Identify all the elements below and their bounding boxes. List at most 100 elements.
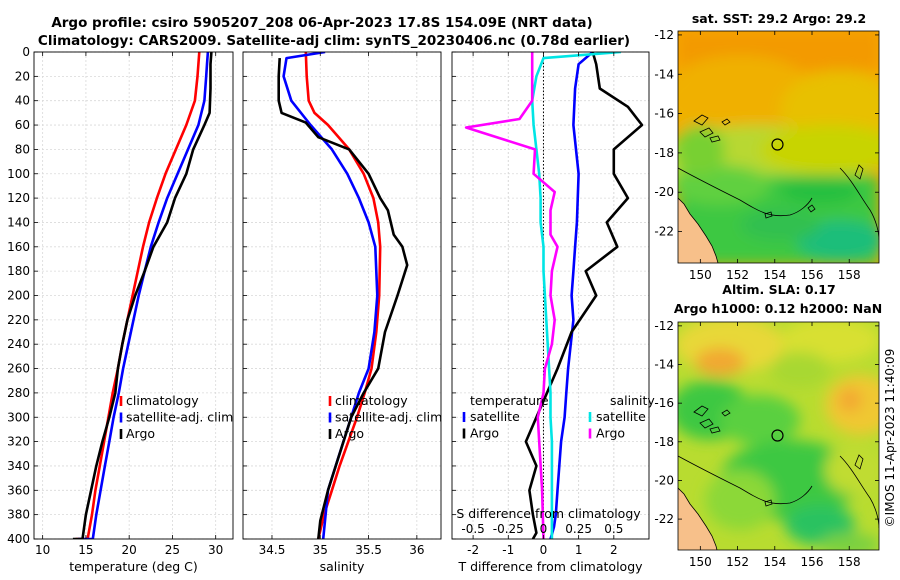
x-tick-label: 34.5 xyxy=(259,543,286,557)
series-line-argo xyxy=(277,58,409,539)
y-tick-label: 300 xyxy=(7,410,30,424)
map-y-tick-label: -22 xyxy=(654,225,674,239)
x-tick-label: 30 xyxy=(208,543,223,557)
legend-label: satellite-adj. clim xyxy=(126,410,233,425)
x-axis-label: temperature (deg C) xyxy=(69,559,198,574)
x2-tick-label: -0.5 xyxy=(461,522,484,536)
argo-position-marker xyxy=(771,138,784,151)
series-group xyxy=(72,52,213,539)
y-tick-label: 120 xyxy=(7,191,30,205)
map-x-tick-label: 150 xyxy=(689,268,712,282)
imos-credit: ©IMOS 11-Apr-2023 11:40:09 xyxy=(883,349,897,528)
map-y-tick-label: -22 xyxy=(654,512,674,526)
x-tick-label: -2 xyxy=(467,543,479,557)
series-group xyxy=(464,52,644,539)
map-y-tick-label: -16 xyxy=(654,396,674,410)
y-tick-label: 40 xyxy=(15,94,30,108)
map-x-tick-label: 150 xyxy=(689,555,712,569)
legend-label: climatology xyxy=(126,393,199,408)
x-tick-label: 2 xyxy=(610,543,618,557)
y-tick-label: 400 xyxy=(7,532,30,546)
legend-title-salinity: salinity xyxy=(610,393,655,408)
figure-title-line1: Argo profile: csiro 5905207_208 06-Apr-2… xyxy=(51,15,592,31)
legend-label: satellite-adj. clim xyxy=(335,410,442,425)
y-tick-label: 60 xyxy=(15,118,30,132)
y-tick-label: 160 xyxy=(7,240,30,254)
y-tick-label: 20 xyxy=(15,69,30,83)
x-tick-label: 1 xyxy=(575,543,583,557)
map-x-tick-label: 152 xyxy=(726,555,749,569)
legend-label: satellite xyxy=(470,409,520,424)
map-y-tick-label: -14 xyxy=(654,358,674,372)
y-tick-label: 140 xyxy=(7,215,30,229)
legend-label: climatology xyxy=(335,393,408,408)
y-tick-label: 0 xyxy=(22,45,30,59)
map-x-tick-label: 156 xyxy=(801,555,824,569)
land-patch-2 xyxy=(678,488,717,550)
legend-label: Argo xyxy=(126,426,155,441)
series-line-argo xyxy=(72,52,213,539)
y-tick-label: 100 xyxy=(7,167,30,181)
series-line-s-satellite xyxy=(530,52,622,539)
figure-title-line2: Climatology: CARS2009. Satellite-adj cli… xyxy=(38,33,630,49)
salinity-profile-panel: 34.5 35 35.5 36 salinity climatology satellite… xyxy=(242,51,442,574)
sla-map-title-line1: Altim. SLA: 0.17 xyxy=(722,282,835,297)
map-x-tick-label: 158 xyxy=(838,268,861,282)
map-x-tick-label: 158 xyxy=(838,555,861,569)
x2-axis-label: S difference from climatology xyxy=(456,506,641,521)
sst-map-title: sat. SST: 29.2 Argo: 29.2 xyxy=(692,11,866,26)
land-patch xyxy=(678,198,718,263)
x-tick-label: 15 xyxy=(78,543,93,557)
map-y-tick-label: -16 xyxy=(654,107,674,121)
x2-tick-label: 0.25 xyxy=(565,522,592,536)
x-tick-label: 35 xyxy=(313,543,328,557)
map-x-tick-label: 154 xyxy=(763,555,786,569)
map-x-tick-label: 152 xyxy=(726,268,749,282)
legend-label: Argo xyxy=(596,426,625,441)
y-tick-label: 240 xyxy=(7,337,30,351)
legend-label: satellite xyxy=(596,409,646,424)
x-tick-label: 10 xyxy=(35,543,50,557)
y-tick-label: 200 xyxy=(7,289,30,303)
map-y-tick-label: -18 xyxy=(654,146,674,160)
series-group xyxy=(277,52,409,539)
y-tick-label: 80 xyxy=(15,142,30,156)
x-axis-label: salinity xyxy=(320,559,365,574)
x-tick-label: -1 xyxy=(502,543,514,557)
map-y-tick-label: -14 xyxy=(654,67,674,81)
x2-tick-label: -0.25 xyxy=(493,522,524,536)
y-tick-label: 280 xyxy=(7,386,30,400)
x-tick-label: 20 xyxy=(122,543,137,557)
map-y-tick-label: -20 xyxy=(654,473,674,487)
map-y-tick-label: -12 xyxy=(654,28,674,42)
legend-label: Argo xyxy=(470,426,499,441)
x2-tick-label: 0.5 xyxy=(604,522,623,536)
map-y-tick-label: -12 xyxy=(654,319,674,333)
sst-map: sat. SST: 29.2 Argo: 29.2 xyxy=(654,11,880,282)
sla-map-title-line2: Argo h1000: 0.12 h2000: NaN xyxy=(674,301,882,316)
x-tick-label: 35.5 xyxy=(355,543,382,557)
difference-profile-panel: -2 -1 0 1 2 T difference from climatology S di… xyxy=(451,51,655,574)
series-line-t-satellite xyxy=(549,52,594,539)
legend-label: Argo xyxy=(335,426,364,441)
y-tick-label: 180 xyxy=(7,264,30,278)
y-tick-label: 360 xyxy=(7,483,30,497)
legend-title-temperature: temperature xyxy=(470,393,549,408)
x-tick-label: 0 xyxy=(540,543,548,557)
sla-map: Altim. SLA: 0.17 Argo h1000: 0.12 h2000:… xyxy=(654,282,882,569)
y-tick-label: 320 xyxy=(7,435,30,449)
y-tick-label: 260 xyxy=(7,362,30,376)
series-line-climatology xyxy=(304,52,382,539)
series-line-t-argo xyxy=(524,52,644,539)
x-axis-label: T difference from climatology xyxy=(457,559,643,574)
y-tick-label: 220 xyxy=(7,313,30,327)
argo-position-marker-2 xyxy=(771,429,784,442)
map-x-tick-label: 154 xyxy=(763,268,786,282)
series-line-satellite-adj-clim xyxy=(78,52,210,539)
y-tick-label: 340 xyxy=(7,459,30,473)
map-y-tick-label: -20 xyxy=(654,185,674,199)
temperature-profile-panel: 10 15 20 25 30020406080100120140160180200220… xyxy=(7,45,234,574)
map-x-tick-label: 156 xyxy=(801,268,824,282)
x-tick-label: 36 xyxy=(409,543,424,557)
